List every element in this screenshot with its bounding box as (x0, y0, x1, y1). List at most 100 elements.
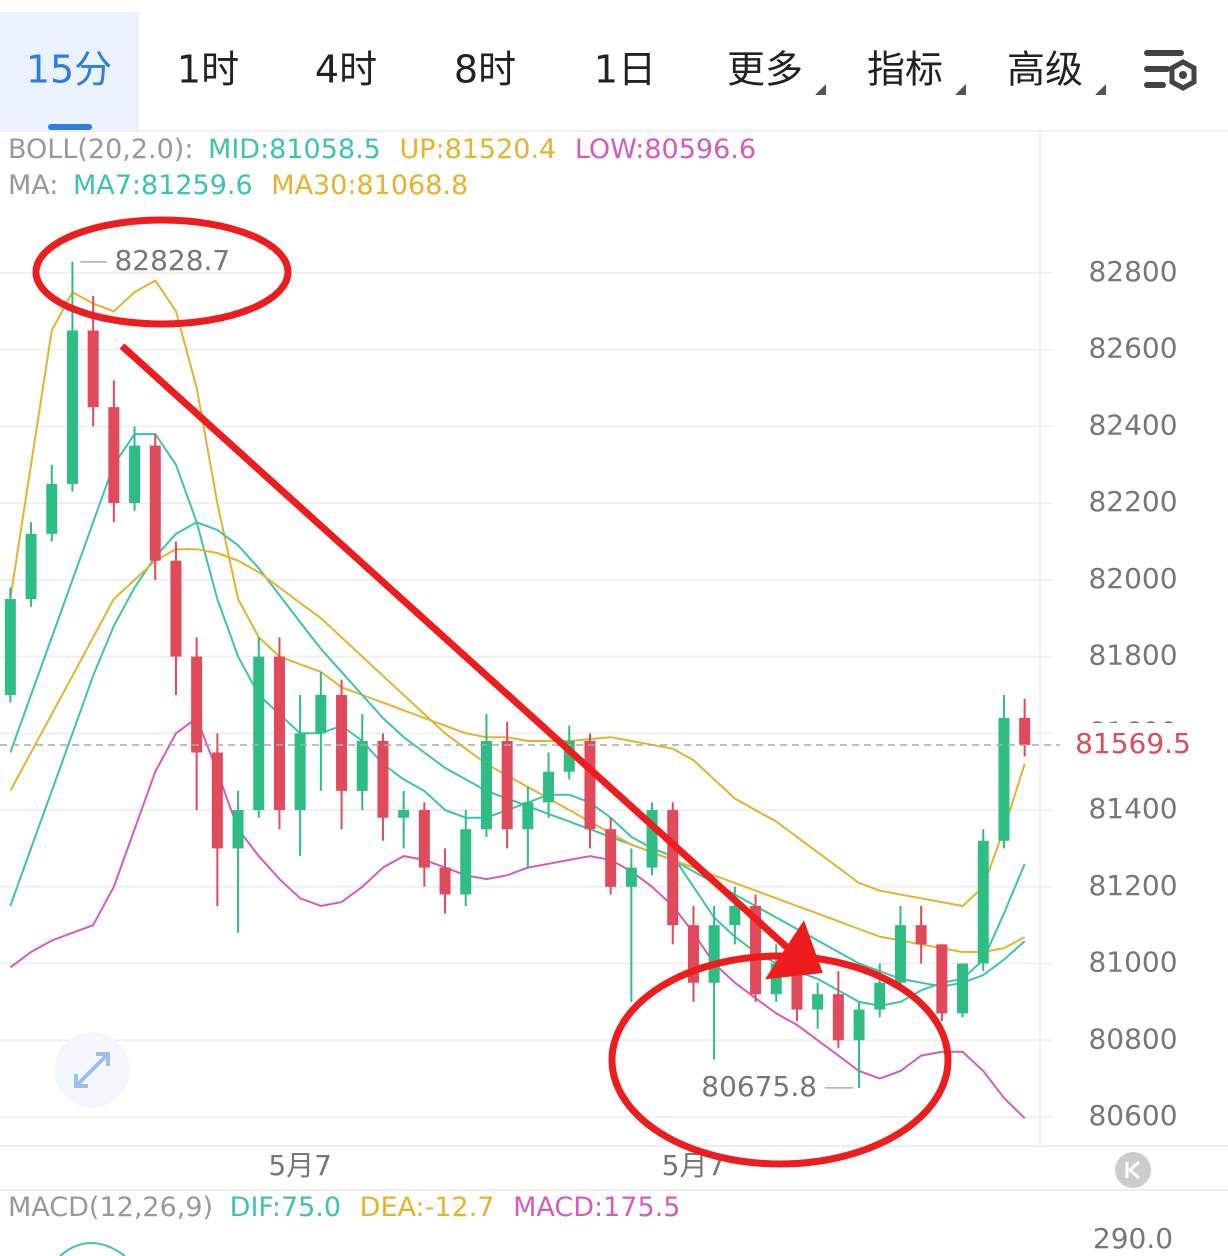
candle-body (170, 560, 182, 657)
dropdown-icon (1095, 84, 1106, 95)
y-tick-label: 82800 (1088, 255, 1177, 288)
scroll-end-icon (1125, 1160, 1140, 1180)
candle-body (853, 1009, 865, 1041)
y-tick-label: 82200 (1088, 485, 1177, 518)
tab[interactable]: 1时 (177, 48, 239, 92)
candle-body (584, 740, 596, 830)
ma30: MA30:81068.8 (271, 170, 468, 201)
indicator-line (9, 521, 1026, 988)
macd-line-fragment (59, 1242, 126, 1256)
candle-body (501, 740, 513, 830)
candle-body (874, 982, 886, 1010)
candle-body (812, 994, 824, 1010)
y-tick-label: 81000 (1088, 946, 1177, 979)
annotations (32, 216, 952, 1168)
candle-body (1019, 717, 1031, 746)
macd-label: MACD(12,26,9) (8, 1192, 213, 1223)
expand-icon (74, 1052, 110, 1088)
candle-body (667, 810, 679, 926)
indicator-line (9, 716, 1026, 1120)
boll-label: BOLL(20,2.0): (8, 134, 193, 165)
candle-body (480, 740, 492, 830)
plot: 8060080800810008120081400816008180082000… (0, 244, 1228, 1182)
candle-body (646, 810, 658, 868)
indicator-line (9, 433, 1026, 1007)
y-tick-label: 81800 (1088, 639, 1177, 672)
candle-body (232, 810, 244, 849)
macd-header: MACD(12,26,9) DIF:75.0 DEA:-12.7 MACD:17… (8, 1192, 680, 1223)
annotation-arrowhead (764, 920, 823, 980)
active-tab-bg (0, 12, 139, 130)
candle-body (605, 829, 617, 887)
macd-value: MACD:175.5 (513, 1192, 680, 1223)
candle-body (625, 867, 637, 887)
candle-body (377, 740, 389, 818)
scroll-end-button[interactable] (1115, 1152, 1151, 1188)
y-tick-label: 82000 (1088, 562, 1177, 595)
ma7: MA7:81259.6 (73, 170, 253, 201)
indicator-header: MA: MA7:81259.6 MA30:81068.8 (8, 170, 468, 201)
candle-body (439, 867, 451, 895)
macd-dea: DEA:-12.7 (360, 1192, 495, 1223)
candle-body (832, 994, 844, 1041)
candle-body (729, 905, 741, 926)
candle-body (315, 694, 327, 734)
min-label: 80675.8 (701, 1070, 817, 1103)
x-tick-label: 5月7 (268, 1149, 332, 1182)
y-tick-label: 81400 (1088, 792, 1177, 825)
dropdown-icon (815, 84, 826, 95)
boll-low: LOW:80596.6 (575, 134, 756, 165)
ma-label: MA: (8, 170, 58, 201)
candle-body (66, 330, 78, 484)
tab[interactable]: 高级 (1007, 48, 1083, 92)
active-tab-underline (48, 124, 92, 130)
tab[interactable]: 指标 (867, 48, 943, 92)
y-tick-label: 82600 (1088, 332, 1177, 365)
indicator-header: BOLL(20,2.0): MID:81058.5 UP:81520.4 LOW… (8, 134, 756, 165)
candle-body (460, 829, 472, 895)
candle-body (915, 925, 927, 945)
candle-body (356, 740, 368, 791)
candle-body (791, 963, 803, 1010)
candle-body (563, 740, 575, 772)
candle-body (25, 533, 37, 600)
annotation-arrow (119, 343, 793, 953)
candle-body (294, 733, 306, 811)
candle-body (191, 656, 203, 753)
candle-body (336, 694, 348, 791)
candle-body (46, 483, 58, 534)
tab[interactable]: 1日 (594, 48, 656, 92)
candle-body (543, 771, 555, 803)
tab[interactable]: 8时 (454, 48, 516, 92)
y-tick-label: 80600 (1088, 1099, 1177, 1132)
candle-body (957, 963, 969, 1014)
candle-body (418, 810, 430, 868)
candle-body (687, 925, 699, 983)
y-tick-label: 81200 (1088, 869, 1177, 902)
macd-dif: DIF:75.0 (230, 1192, 341, 1223)
candle-body (129, 445, 141, 504)
candle-body (4, 599, 16, 695)
settings-icon[interactable] (1144, 50, 1197, 91)
tab[interactable]: 15分 (26, 48, 112, 92)
candle-body (108, 407, 120, 504)
tab[interactable]: 4时 (315, 48, 377, 92)
indicator-line (9, 279, 1026, 908)
candle-body (398, 810, 410, 818)
tab[interactable]: 更多 (727, 48, 803, 92)
annotation-ellipse (608, 952, 952, 1168)
candle-body (522, 802, 534, 830)
candle-body (936, 944, 948, 1014)
current-price-label: 81569.5 (1075, 727, 1191, 760)
current-price-box (1062, 723, 1228, 768)
candle-body (253, 656, 265, 811)
macd-axis-label: 290.0 (1093, 1222, 1173, 1255)
max-label: 82828.7 (114, 244, 230, 277)
candle-body (977, 840, 989, 964)
y-tick-label: 82400 (1088, 408, 1177, 441)
candle-body (894, 925, 906, 983)
boll-up: UP:81520.4 (399, 134, 556, 165)
candle-body (998, 717, 1010, 841)
